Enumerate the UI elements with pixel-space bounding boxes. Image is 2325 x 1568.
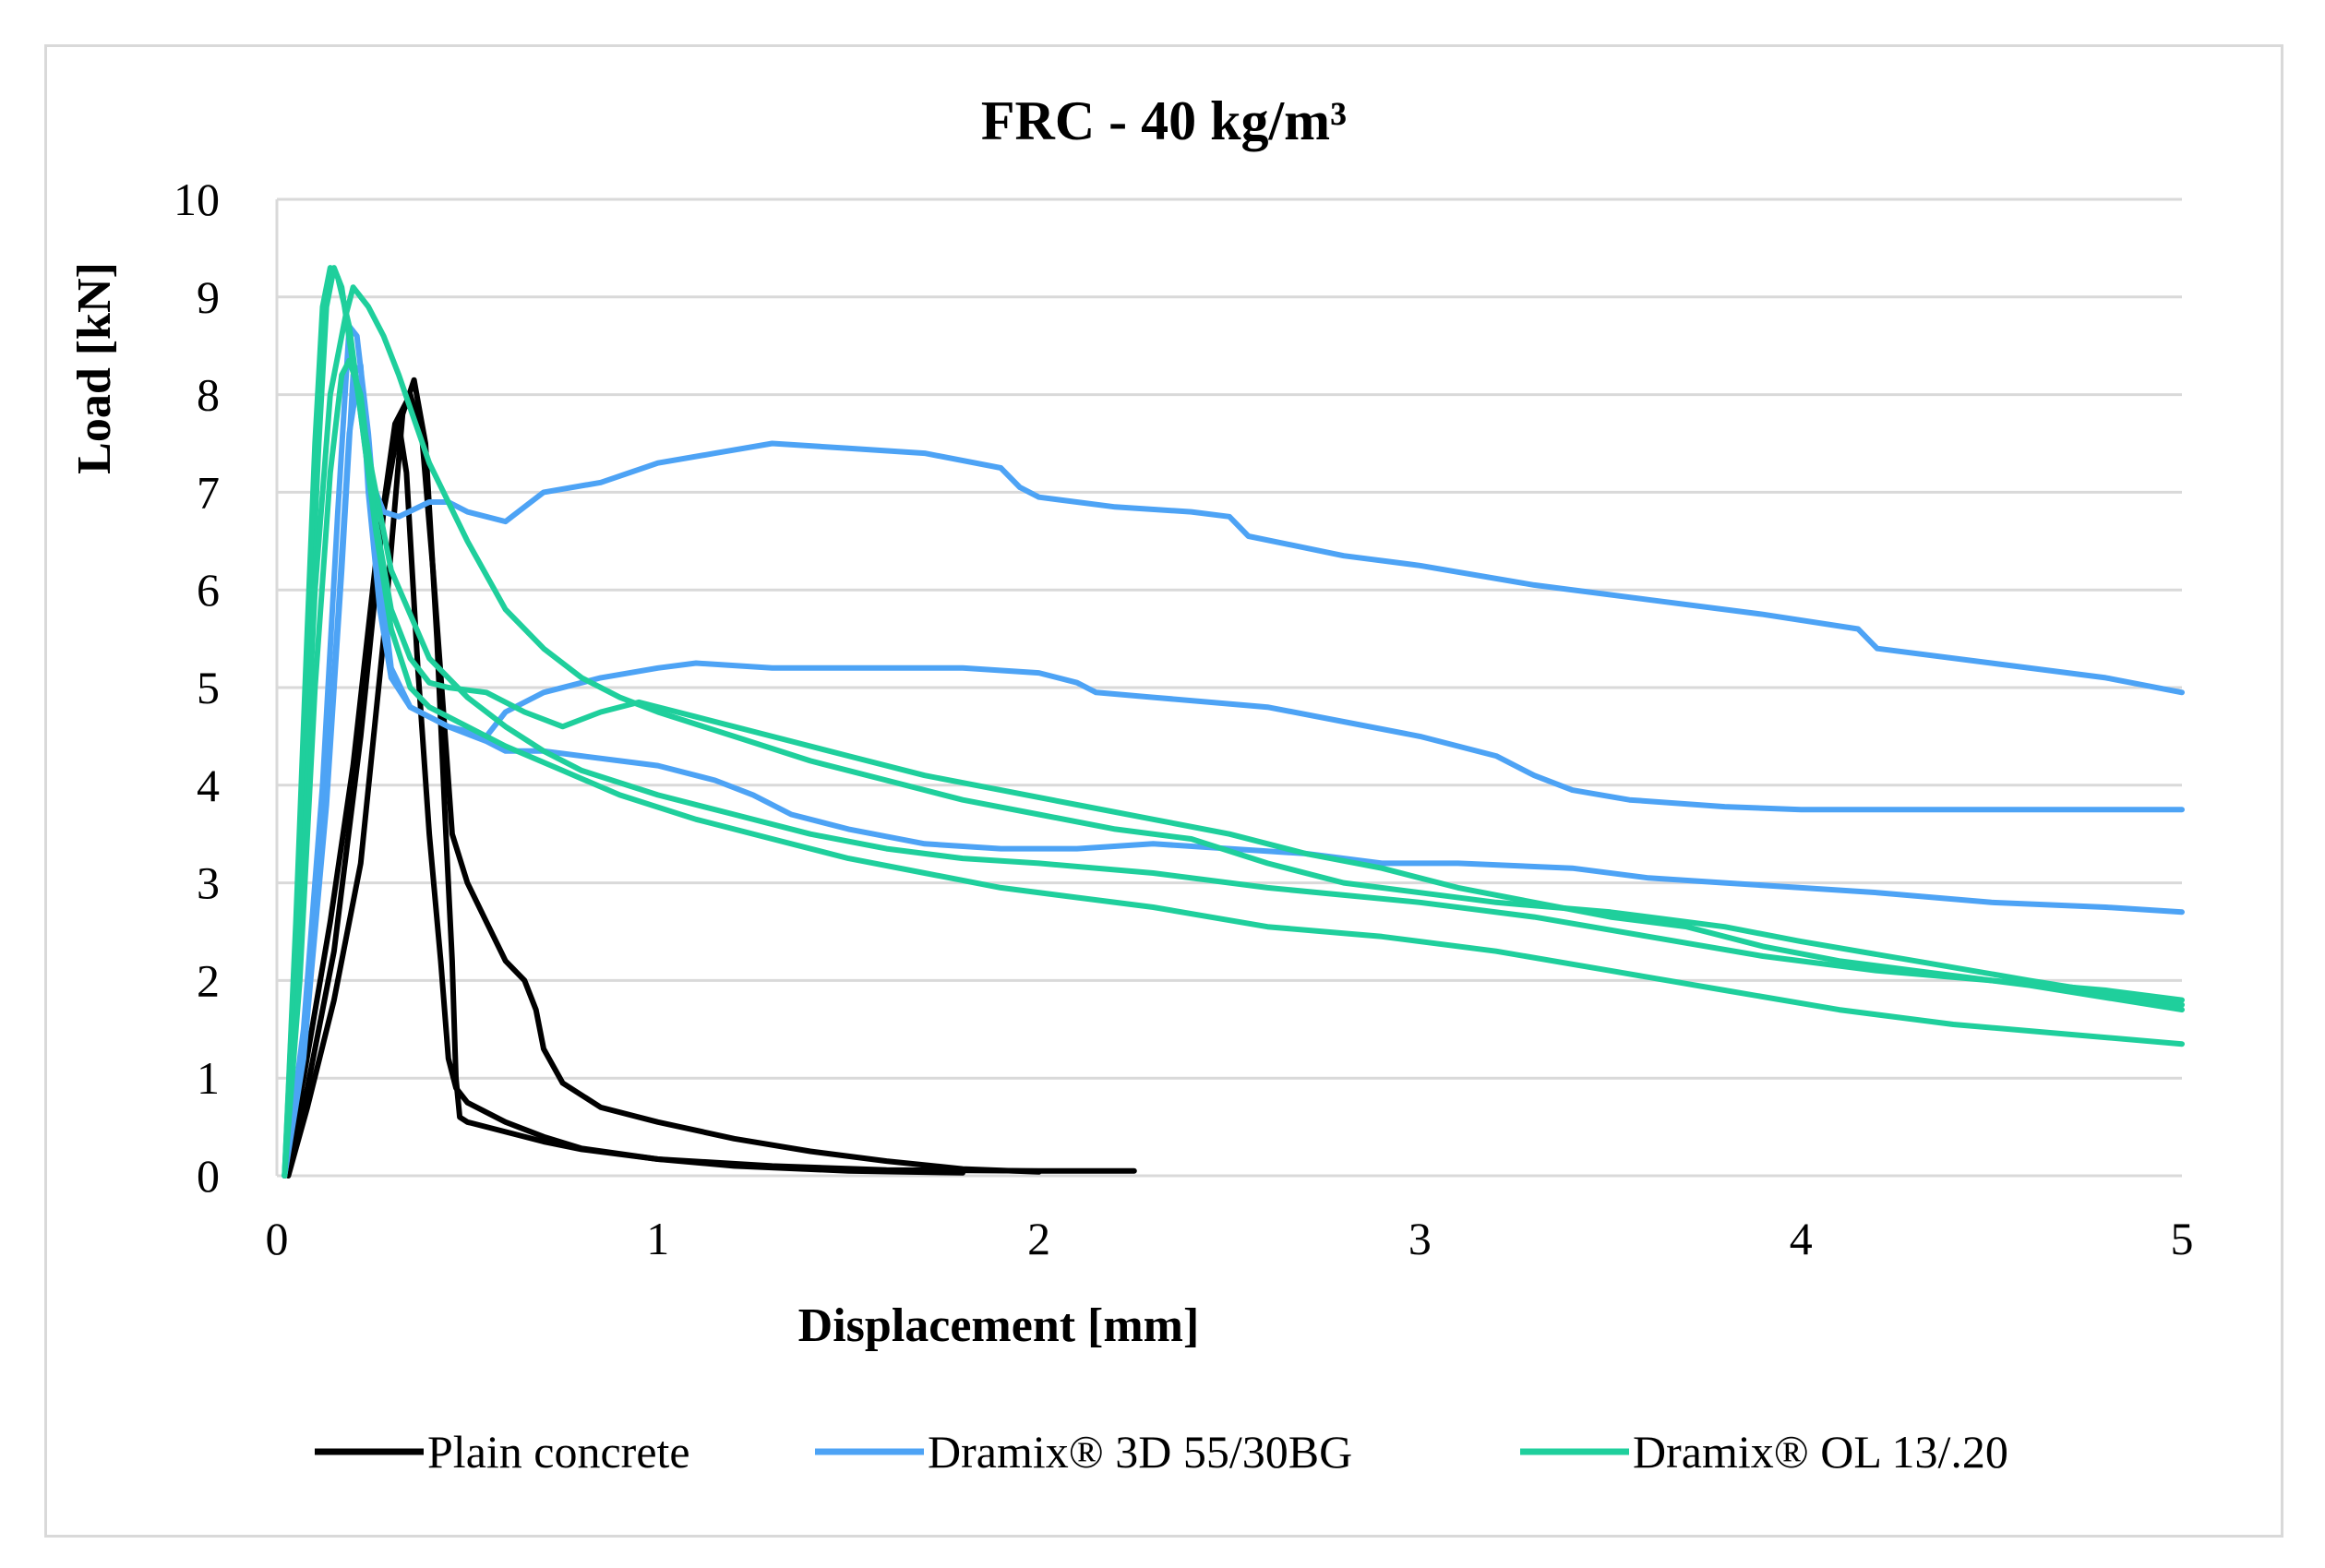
x-tick-label-2: 2	[1027, 1213, 1050, 1264]
legend-label-1: Plain concrete	[427, 1426, 690, 1478]
y-tick-label-3: 3	[197, 857, 220, 909]
y-tick-label-0: 0	[197, 1150, 220, 1202]
series-line-10	[282, 265, 2185, 1179]
chart-svg: FRC - 40 kg/m³ 0 1 2 3 4 5 6 7 8 9 10 0 1 2 3 4 5 Displ…	[68, 90, 2194, 1478]
x-tick-label-5: 5	[2171, 1213, 2194, 1264]
series-line-6	[282, 323, 2185, 1179]
x-tick-label-3: 3	[1408, 1213, 1432, 1264]
legend-label-3: Dramix® OL 13/.20	[1633, 1426, 2008, 1478]
axes	[275, 199, 2182, 1178]
x-tick-labels: 0 1 2 3 4 5	[266, 1213, 2194, 1264]
x-axis-label: Displacement [mm]	[798, 1299, 1200, 1352]
y-tick-label-1: 1	[197, 1052, 220, 1104]
series-lines	[282, 265, 2185, 1179]
y-axis-label: Load [kN]	[68, 262, 121, 474]
y-tick-label-5: 5	[197, 662, 220, 713]
y-tick-labels: 0 1 2 3 4 5 6 7 8 9 10	[174, 174, 220, 1202]
series-line-9	[282, 357, 2185, 1179]
series-line-2	[285, 377, 1137, 1179]
x-tick-label-1: 1	[646, 1213, 669, 1264]
y-tick-label-10: 10	[174, 174, 220, 225]
y-tick-label-2: 2	[197, 954, 220, 1006]
legend: Plain concrete Dramix® 3D 55/30BG Dramix® …	[315, 1426, 2008, 1478]
y-tick-label-8: 8	[197, 369, 220, 421]
gridlines	[277, 197, 2182, 1080]
x-tick-label-4: 4	[1790, 1213, 1813, 1264]
y-tick-label-6: 6	[197, 564, 220, 616]
y-tick-label-4: 4	[197, 760, 220, 811]
series-line-4	[282, 382, 2185, 1179]
x-tick-label-0: 0	[266, 1213, 289, 1264]
legend-label-2: Dramix® 3D 55/30BG	[928, 1426, 1352, 1478]
chart-title: FRC - 40 kg/m³	[981, 90, 1347, 151]
series-line-7	[282, 265, 2185, 1179]
series-line-8	[282, 284, 2185, 1179]
y-tick-label-7: 7	[197, 466, 220, 518]
chart-frame: FRC - 40 kg/m³ 0 1 2 3 4 5 6 7 8 9 10 0 1 2 3 4 5 Displ…	[44, 44, 2283, 1538]
y-tick-label-9: 9	[197, 271, 220, 323]
